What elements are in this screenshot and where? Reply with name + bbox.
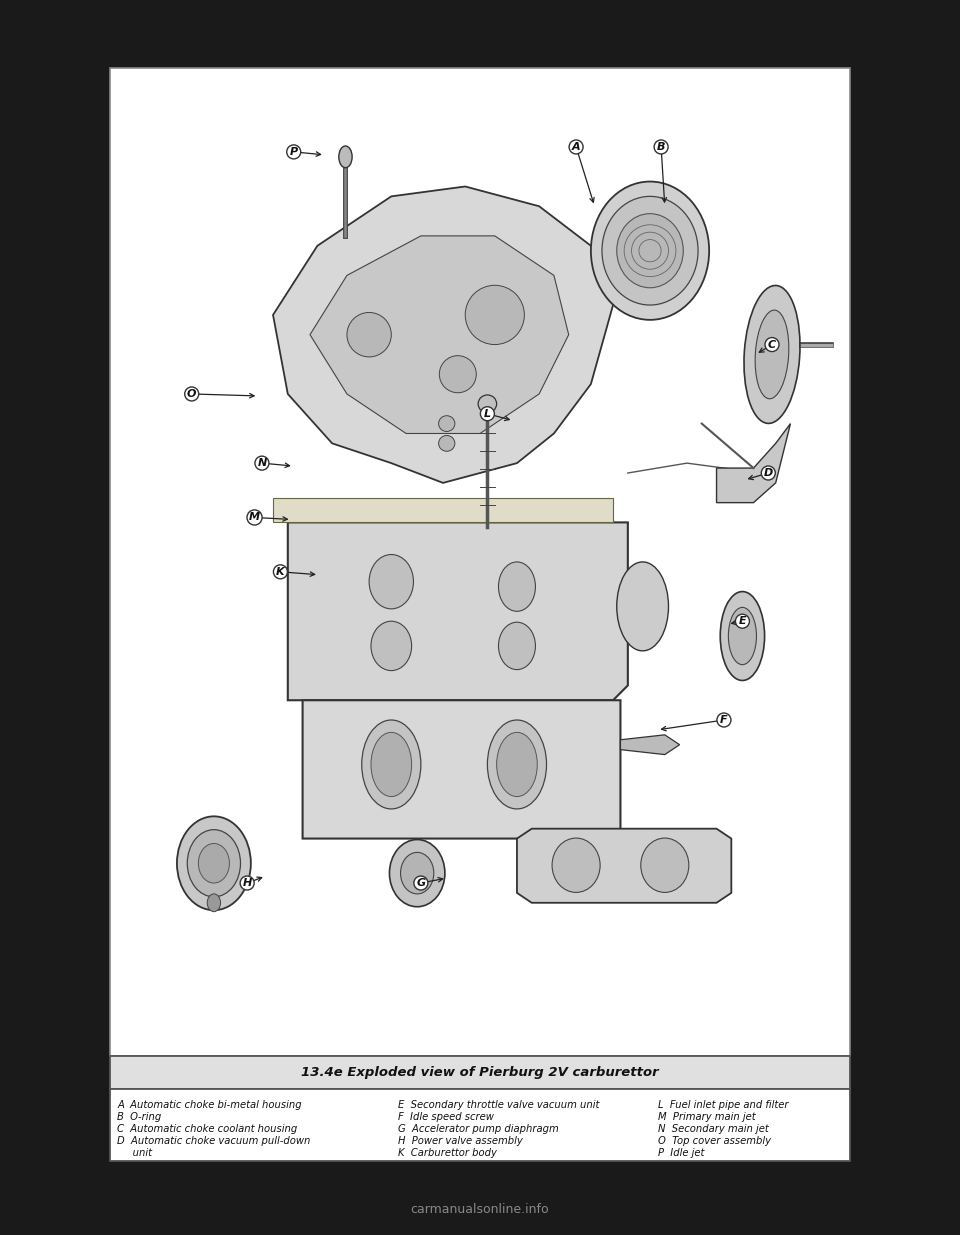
Ellipse shape: [362, 720, 420, 809]
Ellipse shape: [616, 214, 684, 288]
Text: L  Fuel inlet pipe and filter: L Fuel inlet pipe and filter: [658, 1100, 788, 1110]
Ellipse shape: [498, 562, 536, 611]
Text: A  Automatic choke bi-metal housing: A Automatic choke bi-metal housing: [117, 1100, 301, 1110]
Ellipse shape: [591, 182, 709, 320]
Ellipse shape: [729, 608, 756, 664]
FancyBboxPatch shape: [110, 68, 850, 1056]
FancyBboxPatch shape: [110, 1089, 850, 1161]
Polygon shape: [302, 700, 620, 839]
Polygon shape: [288, 522, 628, 700]
Ellipse shape: [390, 840, 444, 906]
Ellipse shape: [207, 894, 221, 911]
Text: D  Automatic choke vacuum pull-down: D Automatic choke vacuum pull-down: [117, 1136, 310, 1146]
Text: M  Primary main jet: M Primary main jet: [658, 1112, 756, 1123]
Ellipse shape: [488, 720, 546, 809]
Text: E: E: [738, 616, 746, 626]
Ellipse shape: [371, 621, 412, 671]
Ellipse shape: [439, 416, 455, 431]
Polygon shape: [516, 829, 732, 903]
Ellipse shape: [498, 622, 536, 669]
Text: K  Carburettor body: K Carburettor body: [398, 1147, 497, 1157]
Ellipse shape: [177, 816, 251, 910]
Text: F  Idle speed screw: F Idle speed screw: [398, 1112, 494, 1123]
Text: B: B: [657, 142, 665, 152]
Text: C: C: [768, 340, 776, 350]
Text: unit: unit: [117, 1147, 152, 1157]
Ellipse shape: [347, 312, 392, 357]
Ellipse shape: [439, 436, 455, 451]
Ellipse shape: [616, 562, 668, 651]
Ellipse shape: [744, 285, 800, 424]
Text: C  Automatic choke coolant housing: C Automatic choke coolant housing: [117, 1124, 298, 1134]
Ellipse shape: [371, 732, 412, 797]
FancyBboxPatch shape: [110, 1056, 850, 1089]
Ellipse shape: [478, 395, 496, 412]
Ellipse shape: [756, 310, 789, 399]
Text: G  Accelerator pump diaphragm: G Accelerator pump diaphragm: [398, 1124, 559, 1134]
Ellipse shape: [400, 852, 434, 894]
Polygon shape: [620, 735, 680, 755]
Ellipse shape: [640, 839, 689, 893]
Ellipse shape: [720, 592, 764, 680]
Ellipse shape: [602, 196, 698, 305]
Text: H: H: [243, 878, 252, 888]
Text: N  Secondary main jet: N Secondary main jet: [658, 1124, 768, 1134]
Text: D: D: [763, 468, 773, 478]
Ellipse shape: [440, 356, 476, 393]
Text: O  Top cover assembly: O Top cover assembly: [658, 1136, 771, 1146]
Text: F: F: [720, 715, 728, 725]
Ellipse shape: [199, 844, 229, 883]
Text: O: O: [187, 389, 197, 399]
Ellipse shape: [496, 732, 538, 797]
Polygon shape: [716, 424, 790, 503]
Text: N: N: [257, 458, 267, 468]
Text: 13.4e Exploded view of Pierburg 2V carburettor: 13.4e Exploded view of Pierburg 2V carbu…: [301, 1066, 659, 1079]
Text: L: L: [484, 409, 491, 419]
Ellipse shape: [369, 555, 414, 609]
Text: E  Secondary throttle valve vacuum unit: E Secondary throttle valve vacuum unit: [398, 1100, 600, 1110]
Text: P  Idle jet: P Idle jet: [658, 1147, 704, 1157]
Text: B  O-ring: B O-ring: [117, 1112, 161, 1123]
Text: P: P: [290, 147, 298, 157]
Ellipse shape: [466, 285, 524, 345]
Polygon shape: [273, 186, 613, 483]
Text: carmanualsonline.info: carmanualsonline.info: [411, 1203, 549, 1216]
Polygon shape: [310, 236, 568, 433]
Text: A: A: [572, 142, 581, 152]
Text: M: M: [249, 513, 260, 522]
Polygon shape: [273, 498, 613, 522]
Ellipse shape: [339, 146, 352, 168]
Text: K: K: [276, 567, 285, 577]
Text: G: G: [417, 878, 425, 888]
Ellipse shape: [552, 839, 600, 893]
Ellipse shape: [187, 830, 241, 897]
Text: H  Power valve assembly: H Power valve assembly: [398, 1136, 523, 1146]
